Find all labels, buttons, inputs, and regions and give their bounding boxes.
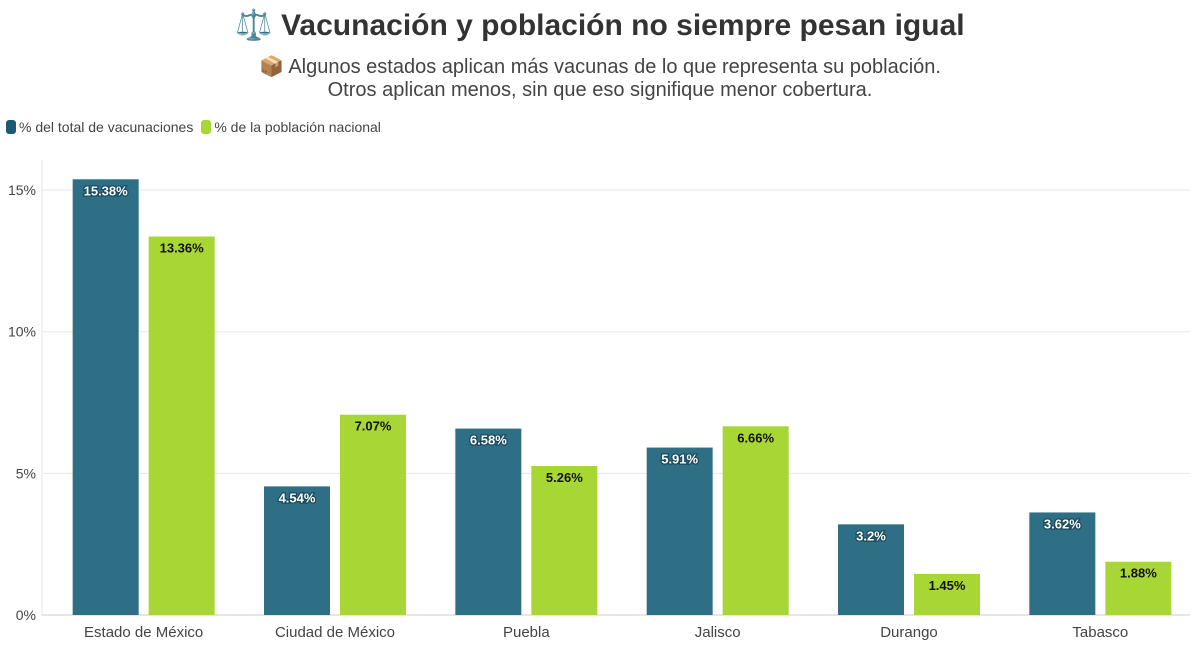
legend-label: % de la población nacional: [214, 119, 381, 135]
subtitle-line-1: 📦 Algunos estados aplican más vacunas de…: [258, 56, 941, 78]
legend: % del total de vacunaciones % de la pobl…: [6, 119, 381, 135]
x-tick-label: Tabasco: [1072, 624, 1128, 641]
x-tick-label: Puebla: [503, 624, 550, 641]
x-tick-label: Jalisco: [695, 624, 741, 641]
x-tick-label: Ciudad de México: [275, 624, 395, 641]
data-label: 1.88%: [1120, 566, 1157, 581]
data-label: 3.62%: [1044, 516, 1081, 531]
data-label: 6.66%: [737, 430, 774, 445]
bar-poblacion: [914, 573, 980, 615]
data-label: 3.2%: [856, 528, 886, 543]
bar-vacunaciones: [1029, 512, 1096, 615]
data-label: 13.36%: [160, 241, 205, 256]
y-tick-label: 0%: [16, 607, 36, 623]
legend-swatch: [6, 120, 16, 134]
legend-swatch: [201, 120, 212, 134]
data-label: 4.54%: [279, 490, 316, 505]
subtitle-line-2: Otros aplican menos, sin que eso signifi…: [327, 79, 873, 101]
data-label: 15.38%: [84, 183, 129, 198]
data-label: 1.45%: [929, 578, 966, 593]
data-label: 5.26%: [546, 470, 583, 485]
legend-item-poblacion[interactable]: % de la población nacional: [201, 119, 381, 135]
y-tick-label: 5%: [16, 465, 36, 481]
bar-vacunaciones: [646, 447, 713, 615]
bar-vacunaciones: [72, 179, 139, 615]
y-tick-label: 15%: [8, 182, 36, 198]
legend-label: % del total de vacunaciones: [19, 119, 194, 135]
legend-item-vacunaciones[interactable]: % del total de vacunaciones: [6, 119, 193, 135]
data-label: 5.91%: [661, 452, 698, 467]
data-label: 6.58%: [470, 433, 507, 448]
x-tick-label: Durango: [880, 624, 938, 641]
bar-poblacion: [531, 465, 598, 615]
bar-vacunaciones: [838, 524, 904, 615]
bar-vacunaciones: [264, 486, 330, 615]
bar-poblacion: [340, 414, 406, 615]
bar-poblacion: [722, 426, 789, 615]
bar-vacunaciones: [455, 428, 522, 615]
chart-title: ⚖️ Vacunación y población no siempre pes…: [235, 9, 965, 42]
data-label: 7.07%: [355, 419, 392, 434]
bar-poblacion: [1105, 561, 1172, 615]
x-tick-label: Estado de México: [84, 624, 203, 641]
bar-poblacion: [148, 236, 215, 615]
y-tick-label: 10%: [8, 324, 36, 340]
